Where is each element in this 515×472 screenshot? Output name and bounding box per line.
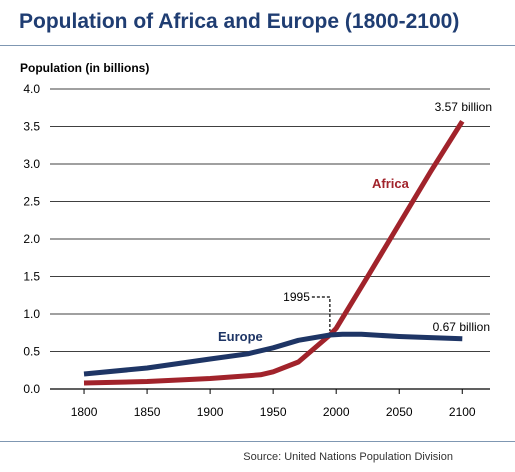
y-tick-label: 2.0 <box>23 232 40 246</box>
y-tick-label: 3.5 <box>23 120 40 134</box>
x-tick-label: 1800 <box>71 405 98 419</box>
source-note: Source: United Nations Population Divisi… <box>243 451 453 463</box>
x-tick-label: 1900 <box>197 405 224 419</box>
europe-end-value-label: 0.67 billion <box>433 320 490 334</box>
footer-divider <box>0 441 515 442</box>
crossover-year-label: 1995 <box>283 290 310 304</box>
population-line-chart: Population (in billions) 0.0 0.5 1.0 1.5 2.0 2… <box>20 61 492 419</box>
series-label-africa: Africa <box>372 176 410 191</box>
y-tick-label: 2.5 <box>23 195 40 209</box>
axes <box>83 389 463 394</box>
series-label-europe: Europe <box>218 329 263 344</box>
y-axis-title: Population (in billions) <box>20 61 149 75</box>
y-tick-label: 1.5 <box>23 270 40 284</box>
y-tick-label: 4.0 <box>23 82 40 96</box>
series-line-europe <box>83 331 463 377</box>
page-title: Population of Africa and Europe (1800-21… <box>19 10 460 33</box>
series-line-africa <box>83 119 465 386</box>
x-tick-label: 1950 <box>260 405 287 419</box>
x-tick-label: 2100 <box>449 405 476 419</box>
header-divider <box>0 45 515 46</box>
x-tick-label: 2000 <box>323 405 350 419</box>
y-tick-label: 1.0 <box>23 307 40 321</box>
series <box>83 119 465 386</box>
x-tick-label: 2050 <box>386 405 413 419</box>
x-tick-label: 1850 <box>134 405 161 419</box>
gridlines <box>50 88 490 390</box>
labels: Population (in billions) 0.0 0.5 1.0 1.5 2.0 2… <box>20 61 492 419</box>
y-tick-label: 3.0 <box>23 157 40 171</box>
crossover-leader-line <box>311 296 331 331</box>
y-tick-label: 0.0 <box>23 382 40 396</box>
y-tick-label: 0.5 <box>23 345 40 359</box>
africa-end-value-label: 3.57 billion <box>435 100 492 114</box>
